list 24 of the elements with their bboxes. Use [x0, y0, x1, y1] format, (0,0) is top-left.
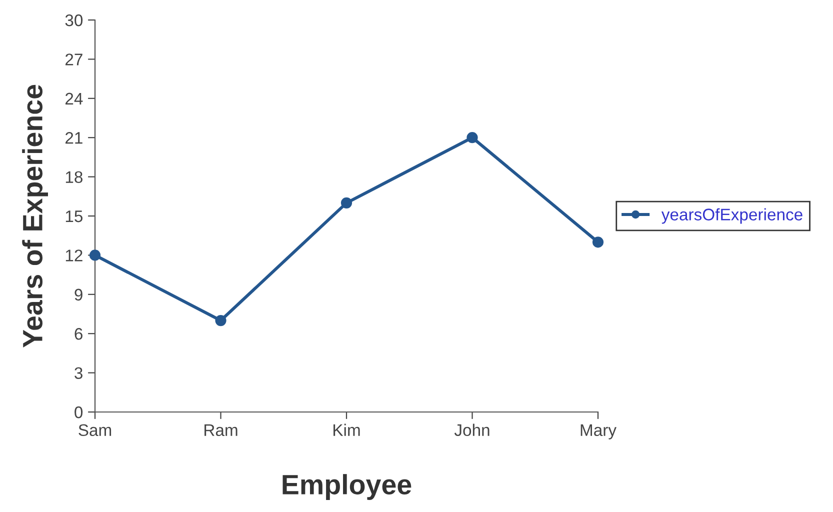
x-tick-label: John [454, 424, 490, 436]
y-tick-label: 6 [74, 328, 82, 340]
y-tick-label: 18 [66, 171, 82, 184]
y-tick-label: 21 [65, 132, 82, 144]
x-axis-title: Employee [282, 474, 412, 500]
point [89, 250, 101, 261]
x-tick-label: Mary [580, 424, 616, 440]
x-tick-label: Sam [78, 424, 112, 436]
point [466, 132, 478, 144]
y-tick-label: 0 [74, 406, 83, 418]
point [340, 197, 352, 208]
y-axis-title: Years of Experience [22, 84, 48, 348]
y-tick-label: 27 [65, 54, 82, 66]
point [215, 314, 226, 326]
x-tick-label: Ram [204, 424, 238, 436]
y-tick-label: 30 [65, 14, 83, 26]
y-tick-label: 9 [74, 288, 82, 301]
y-tick-label: 12 [66, 250, 82, 262]
x-tick-label: Kim [334, 424, 360, 436]
legend-label: yearsOfExperience [661, 208, 802, 224]
y-tick-label: 24 [65, 92, 83, 104]
point [592, 236, 604, 248]
y-tick-label: 3 [74, 367, 82, 380]
y-tick-label: 15 [66, 210, 82, 222]
